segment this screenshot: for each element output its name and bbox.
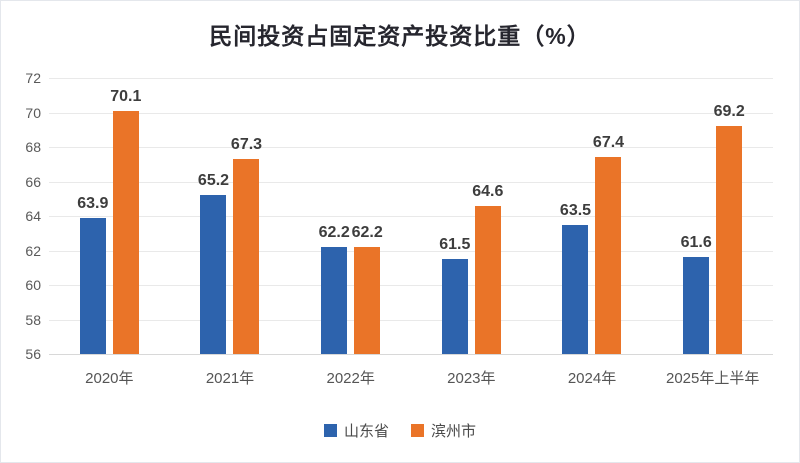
gridline-y-56 bbox=[49, 354, 773, 355]
x-tick-label-2024年: 2024年 bbox=[567, 370, 617, 387]
bar-value-label: 62.2 bbox=[351, 224, 383, 242]
gridline-y-62 bbox=[49, 250, 773, 252]
bar-value-label: 63.5 bbox=[559, 201, 592, 219]
x-tick-label-2022年: 2022年 bbox=[326, 370, 375, 387]
chart-title: 民间投资占固定资产投资比重（%） bbox=[209, 23, 591, 49]
y-tick-label-60: 60 bbox=[25, 277, 41, 293]
bar-滨州市-2022年: 62.2 bbox=[352, 224, 383, 354]
bar-滨州市-2023年: 64.6 bbox=[472, 183, 503, 354]
y-axis: 56 58 60 62 64 66 68 70 72 bbox=[1, 70, 41, 362]
bar-山东省-2022年: 62.2 bbox=[319, 224, 350, 354]
legend-label: 山东省 bbox=[343, 423, 389, 440]
legend: 山东省 滨州市 bbox=[1, 420, 799, 441]
x-tick-label-2025年上半年: 2025年上半年 bbox=[666, 370, 760, 387]
legend-swatch-icon bbox=[411, 424, 424, 437]
y-tick-label-68: 68 bbox=[25, 139, 41, 155]
bar-山东省-2023年: 61.5 bbox=[439, 236, 470, 354]
y-tick-label-58: 58 bbox=[25, 311, 41, 328]
bar-value-label: 67.4 bbox=[592, 134, 625, 152]
bar-group-2023年: 61.5 64.6 bbox=[411, 78, 532, 354]
y-tick-label-64: 64 bbox=[25, 208, 41, 224]
gridline-y-60 bbox=[49, 285, 773, 286]
bar-group-2022年: 62.2 62.2 bbox=[290, 78, 411, 354]
legend-item-滨州市: 滨州市 bbox=[411, 420, 476, 441]
y-tick-label-72: 72 bbox=[25, 70, 41, 86]
bar-group-2021年: 65.2 67.3 bbox=[170, 78, 291, 354]
x-tick-label-2023年: 2023年 bbox=[447, 370, 496, 387]
legend-swatch-icon bbox=[323, 424, 337, 437]
gridline-y-72 bbox=[49, 78, 773, 79]
legend-item-山东省: 山东省 bbox=[323, 420, 389, 441]
bar-山东省-2020年: 63.9 bbox=[77, 195, 108, 354]
bar-value-label: 61.5 bbox=[439, 236, 471, 254]
bar-group-2024年: 63.5 67.4 bbox=[532, 78, 653, 354]
bar-group-2025年上半年: 61.6 69.2 bbox=[652, 78, 773, 354]
gridline-y-58 bbox=[49, 319, 773, 321]
bar-value-label: 64.6 bbox=[472, 182, 504, 200]
bar-滨州市-2021年: 67.3 bbox=[231, 136, 262, 354]
gridline-y-66 bbox=[49, 181, 773, 183]
bar-滨州市-2020年: 70.1 bbox=[110, 88, 141, 354]
bar-value-label: 63.9 bbox=[77, 194, 109, 212]
bar-滨州市-2024年: 67.4 bbox=[593, 134, 624, 354]
y-tick-label-62: 62 bbox=[25, 242, 41, 259]
bar-value-label: 67.3 bbox=[230, 136, 263, 154]
bar-value-label: 65.2 bbox=[197, 172, 230, 190]
bar-value-label: 69.2 bbox=[713, 103, 745, 121]
bar-value-label: 70.1 bbox=[110, 87, 142, 105]
bar-value-label: 62.2 bbox=[318, 224, 350, 242]
bar-滨州市-2025年上半年: 69.2 bbox=[714, 103, 745, 354]
y-tick-label-56: 56 bbox=[25, 346, 41, 362]
y-tick-label-70: 70 bbox=[25, 104, 41, 121]
bar-value-label: 61.6 bbox=[680, 234, 712, 252]
y-tick-label-66: 66 bbox=[25, 173, 41, 190]
bar-山东省-2021年: 65.2 bbox=[198, 172, 229, 354]
x-tick-label-2020年: 2020年 bbox=[85, 370, 134, 387]
plot-area: 63.9 70.1 65.2 67.3 62.2 62.2 61.5 64.6 63.5 67.4… bbox=[49, 78, 773, 355]
x-tick-label-2021年: 2021年 bbox=[205, 370, 255, 387]
legend-label: 滨州市 bbox=[431, 423, 477, 440]
x-axis: 2020年 2021年 2022年 2023年 2024年 2025年上半年 bbox=[49, 367, 773, 388]
gridline-y-70 bbox=[49, 112, 773, 114]
bar-山东省-2025年上半年: 61.6 bbox=[681, 234, 712, 354]
gridline-y-64 bbox=[49, 216, 773, 217]
bar-group-2020年: 63.9 70.1 bbox=[49, 78, 170, 354]
gridline-y-68 bbox=[49, 147, 773, 148]
bar-山东省-2024年: 63.5 bbox=[560, 202, 591, 354]
